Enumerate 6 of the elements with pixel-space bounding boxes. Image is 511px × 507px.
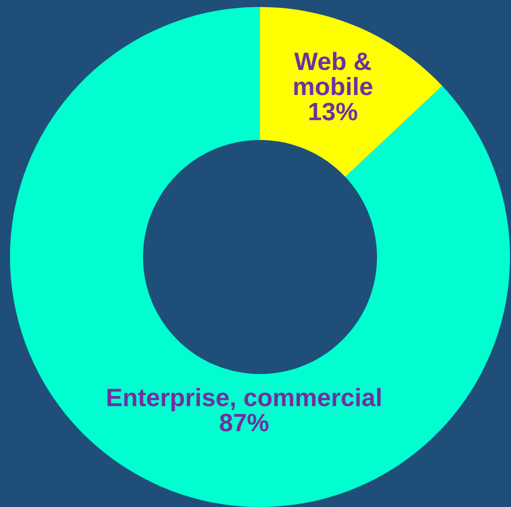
donut-slice: [10, 7, 510, 507]
slice-label: Enterprise, commercial: [108, 388, 381, 412]
data-label: 87%: [220, 414, 268, 432]
donut-slice: [260, 7, 442, 177]
data-label: 13%: [309, 102, 358, 120]
slice-label: Web & mobile: [294, 52, 372, 96]
